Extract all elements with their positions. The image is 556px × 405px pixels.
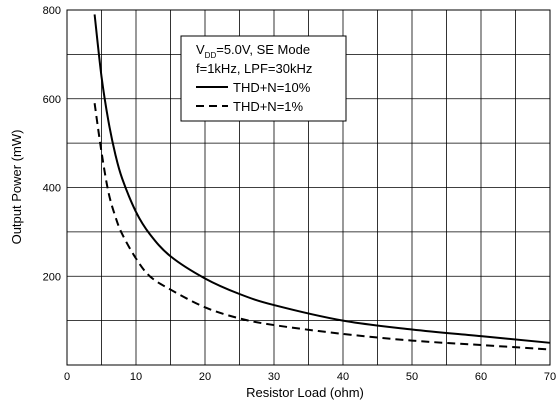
series-line-thd1 (93, 103, 551, 351)
x-tick-label: 60 (475, 371, 487, 383)
x-tick-label: 40 (337, 371, 349, 383)
y-tick-label: 800 (43, 5, 61, 17)
tick-labels: 0 10 20 30 40 50 60 70 200 400 600 800 (43, 5, 556, 383)
y-tick-label: 600 (43, 94, 61, 106)
series-line-thd10 (93, 14, 551, 344)
x-tick-label: 20 (199, 371, 211, 383)
legend-condition-vdd: VDD=5.0V, SE Mode (196, 42, 310, 60)
y-axis-label: Output Power (mW) (9, 130, 24, 245)
legend-label-thd10: THD+N=10% (233, 80, 311, 95)
legend-condition-filter: f=1kHz, LPF=30kHz (196, 61, 312, 76)
x-axis-label: Resistor Load (ohm) (246, 385, 364, 400)
y-tick-label: 200 (43, 271, 61, 283)
series-lines (93, 14, 551, 351)
legend-label-thd1: THD+N=1% (233, 99, 304, 114)
y-tick-label: 400 (43, 183, 61, 195)
x-tick-label: 50 (406, 371, 418, 383)
legend-box (180, 35, 347, 122)
x-tick-label: 70 (544, 371, 556, 383)
x-tick-label: 30 (268, 371, 280, 383)
x-tick-label: 0 (64, 371, 70, 383)
plot-frame (66, 9, 551, 366)
x-tick-label: 10 (130, 371, 142, 383)
legend: VDD=5.0V, SE Mode f=1kHz, LPF=30kHz THD+… (180, 35, 347, 122)
